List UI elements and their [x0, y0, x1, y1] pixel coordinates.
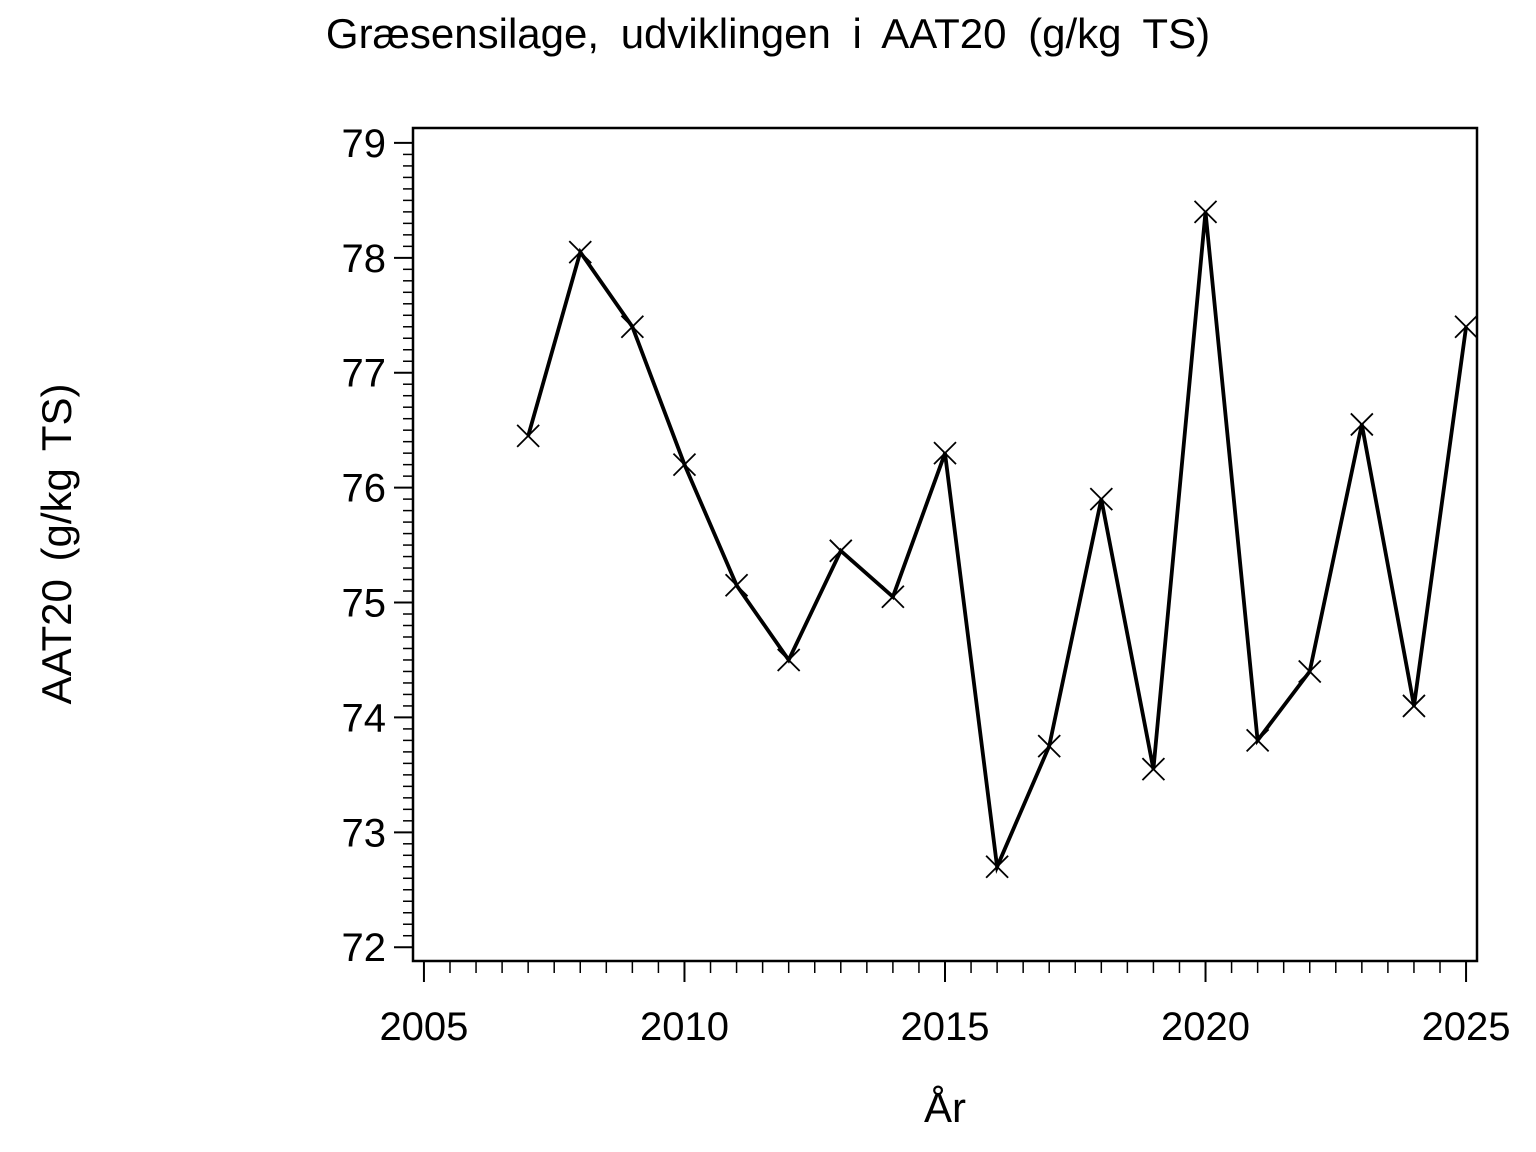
- x-axis-label: År: [924, 1084, 966, 1131]
- y-tick-label: 77: [342, 352, 387, 396]
- x-tick-label: 2020: [1161, 1005, 1250, 1049]
- data-point-marker: [985, 855, 1009, 879]
- data-point-marker: [933, 441, 957, 465]
- x-tick-label: 2025: [1422, 1005, 1511, 1049]
- data-line: [526, 211, 1468, 874]
- y-tick-label: 78: [342, 237, 387, 281]
- y-tick-label: 74: [342, 696, 387, 740]
- plot-frame: [411, 126, 1479, 963]
- data-point-marker: [829, 539, 853, 563]
- data-point-marker: [1350, 412, 1374, 437]
- y-tick-label: 72: [342, 926, 387, 970]
- y-tick-label: 79: [342, 122, 387, 166]
- data-point-marker: [777, 648, 801, 672]
- y-tick-label: 73: [342, 811, 387, 855]
- data-point-marker: [1454, 315, 1478, 339]
- y-tick-label: 75: [342, 582, 387, 626]
- data-point-marker: [1298, 659, 1322, 684]
- data-point-marker: [1141, 757, 1166, 781]
- data-point-marker: [516, 424, 540, 448]
- data-point-marker: [620, 315, 645, 339]
- data-point-marker: [1402, 694, 1426, 718]
- chart-title: Græsensilage, udviklingen i AAT20 (g/kg …: [325, 10, 1211, 57]
- data-point-marker: [881, 585, 905, 609]
- data-point-marker: [724, 573, 749, 597]
- data-point-marker: [1037, 734, 1061, 758]
- data-point-marker: [568, 240, 592, 264]
- data-point-marker: [1245, 728, 1270, 753]
- data-point-marker: [1193, 200, 1218, 224]
- x-tick-label: 2015: [901, 1005, 990, 1049]
- data-point-marker: [1089, 487, 1113, 511]
- data-point-marker: [672, 453, 697, 477]
- x-tick-label: 2005: [379, 1005, 468, 1049]
- x-tick-label: 2010: [640, 1005, 729, 1049]
- y-tick-label: 76: [342, 467, 387, 511]
